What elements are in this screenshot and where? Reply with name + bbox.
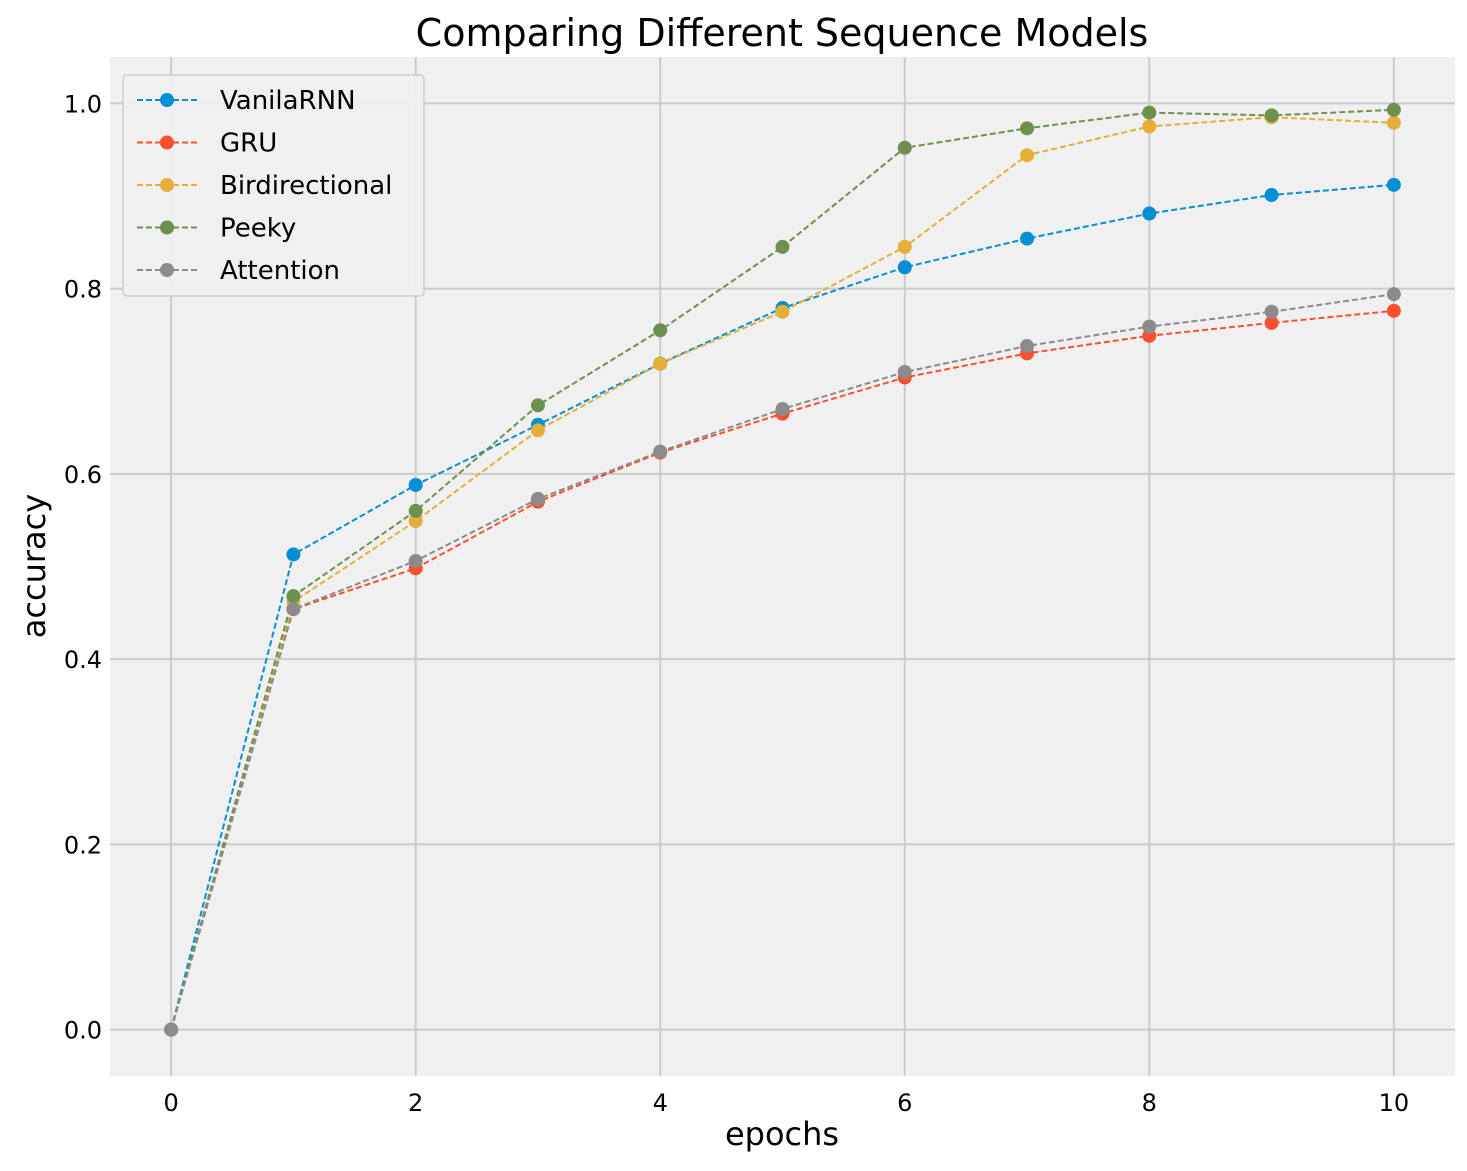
y-tick-label: 0.2 [64, 831, 102, 859]
legend-label-vanilarnn: VanilaRNN [220, 86, 356, 116]
data-point-birdirectional [1386, 115, 1401, 130]
data-point-birdirectional [408, 514, 423, 529]
data-point-vanilarnn [1264, 188, 1279, 203]
legend-item-attention: Attention [137, 256, 340, 286]
y-tick-label: 0.0 [64, 1017, 102, 1045]
data-point-attention [1142, 319, 1157, 334]
data-point-peeky [1142, 105, 1157, 120]
data-point-attention [286, 602, 301, 617]
data-point-peeky [653, 323, 668, 338]
data-point-birdirectional [1020, 148, 1035, 163]
data-point-attention [530, 491, 545, 506]
data-point-attention [775, 402, 790, 417]
legend-label-peeky: Peeky [220, 214, 296, 244]
data-point-birdirectional [1142, 119, 1157, 134]
legend-marker-attention [160, 263, 174, 277]
data-point-peeky [1020, 121, 1035, 136]
data-point-attention [164, 1022, 179, 1037]
x-tick-label: 8 [1142, 1089, 1157, 1117]
data-point-peeky [1386, 102, 1401, 117]
x-tick-label: 6 [897, 1089, 912, 1117]
data-point-birdirectional [897, 239, 912, 254]
series-line-birdirectional [170, 116, 1394, 1030]
series-attention [164, 287, 1401, 1037]
data-point-vanilarnn [897, 260, 912, 275]
legend-marker-vanilarnn [160, 93, 174, 107]
legend-item-gru: GRU [137, 129, 277, 159]
y-tick-label: 1.0 [64, 90, 102, 118]
x-tick-label: 10 [1379, 1089, 1410, 1117]
series-peeky [164, 102, 1401, 1037]
y-tick-label: 0.4 [64, 646, 102, 674]
legend-item-birdirectional: Birdirectional [137, 171, 392, 201]
data-point-vanilarnn [1386, 177, 1401, 192]
y-axis-label: accuracy [15, 494, 53, 638]
data-point-attention [1386, 287, 1401, 302]
legend-marker-birdirectional [160, 178, 174, 192]
legend-item-peeky: Peeky [137, 214, 296, 244]
legend-box [122, 74, 425, 297]
y-axis-ticks: 0.0 0.2 0.4 0.6 0.8 1.0 [64, 90, 102, 1044]
data-point-peeky [286, 589, 301, 604]
legend-marker-peeky [160, 220, 174, 235]
data-point-vanilarnn [1142, 206, 1157, 221]
chart-title: Comparing Different Sequence Models [416, 11, 1149, 55]
series-line-peeky [170, 108, 1394, 1030]
legend-marker-gru [160, 135, 174, 150]
legend: VanilaRNN GRU Birdirectional Peeky Attention [122, 74, 425, 297]
x-axis-label: epochs [725, 1115, 839, 1153]
x-axis-ticks: 0 2 4 6 8 10 [163, 1089, 1409, 1117]
data-point-attention [897, 364, 912, 379]
data-point-vanilarnn [286, 547, 301, 562]
data-point-attention [408, 553, 423, 568]
legend-label-attention: Attention [220, 256, 340, 286]
data-point-vanilarnn [1020, 231, 1035, 246]
x-tick-label: 0 [163, 1089, 178, 1117]
data-point-attention [653, 444, 668, 459]
x-tick-label: 2 [408, 1089, 423, 1117]
data-point-peeky [408, 503, 423, 518]
data-point-vanilarnn [408, 477, 423, 492]
legend-item-vanilarnn: VanilaRNN [137, 86, 356, 116]
legend-label-birdirectional: Birdirectional [220, 171, 392, 201]
series-group [164, 102, 1401, 1037]
x-tick-label: 4 [653, 1089, 668, 1117]
data-point-birdirectional [653, 356, 668, 371]
data-point-peeky [897, 140, 912, 155]
data-point-peeky [775, 239, 790, 254]
data-point-gru [1386, 303, 1401, 318]
legend-label-gru: GRU [220, 129, 277, 159]
data-point-gru [1264, 315, 1279, 330]
data-point-birdirectional [775, 304, 790, 319]
data-point-birdirectional [530, 423, 545, 438]
data-point-peeky [1264, 108, 1279, 123]
y-tick-label: 0.6 [64, 461, 102, 489]
y-tick-label: 0.8 [64, 276, 102, 304]
data-point-attention [1020, 339, 1035, 354]
data-point-peeky [530, 398, 545, 413]
data-point-attention [1264, 304, 1279, 319]
